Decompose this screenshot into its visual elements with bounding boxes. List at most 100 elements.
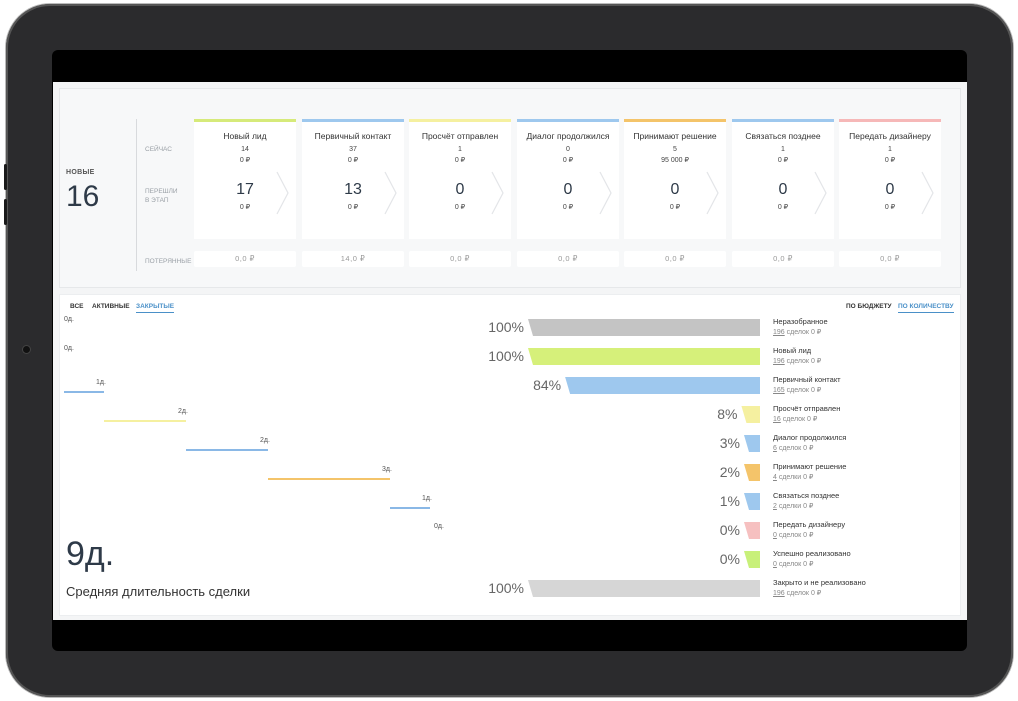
- stage-name: Новый лид: [223, 131, 267, 141]
- funnel-percent: 8%: [717, 406, 738, 422]
- deals-tail: сделок 0 ₽: [776, 532, 814, 539]
- stage-moved-count: 17: [236, 181, 254, 198]
- row-divider: [136, 119, 137, 271]
- deals-count-link[interactable]: 2: [773, 503, 777, 510]
- stage-name: Диалог продолжился: [526, 131, 610, 141]
- stage-name: Первичный контакт: [314, 131, 392, 141]
- funnel-bar[interactable]: [528, 580, 760, 597]
- funnel-stage-deals: 2 сделки 0 ₽: [773, 502, 813, 510]
- stage-current-sum: 0 ₽: [347, 157, 359, 164]
- deals-count-link[interactable]: 165: [773, 387, 785, 394]
- new-leads-label: НОВЫЕ: [66, 169, 95, 176]
- duration-bar: [390, 507, 430, 509]
- stage-column[interactable]: Диалог продолжился 0 0 ₽ 0 0 ₽: [517, 119, 619, 239]
- chevron-right-icon: [491, 171, 504, 215]
- stage-lost-sum: 0,0 ₽: [517, 251, 619, 267]
- deals-count-link[interactable]: 196: [773, 329, 785, 336]
- row-label-now: СЕЙЧАС: [145, 146, 172, 153]
- deals-tail: сделки 0 ₽: [776, 474, 814, 481]
- funnel-bar[interactable]: [744, 435, 760, 452]
- funnel-stage-name: Передать дизайнеру: [773, 520, 846, 529]
- duration-bar: [104, 420, 186, 422]
- stage-lost-sum: 0,0 ₽: [839, 251, 941, 267]
- chevron-right-icon: [276, 171, 289, 215]
- funnel-percent: 0%: [719, 522, 740, 538]
- funnel-stage-deals: 0 сделок 0 ₽: [773, 560, 813, 568]
- stage-moved-count: 0: [455, 181, 465, 198]
- funnel-percent: 0%: [719, 551, 740, 567]
- stage-column[interactable]: Первичный контакт 37 0 ₽ 13 0 ₽: [302, 119, 404, 239]
- chevron-right-icon: [384, 171, 397, 215]
- stage-current-count: 1: [888, 146, 892, 153]
- funnel-percent: 1%: [719, 493, 740, 509]
- average-duration-value: 9д.: [66, 535, 115, 573]
- funnel-bar[interactable]: [741, 406, 760, 423]
- funnel-bar[interactable]: [744, 464, 760, 481]
- duration-label: 2д.: [260, 437, 270, 444]
- stage-moved-sum: 0 ₽: [347, 204, 359, 211]
- deals-count-link[interactable]: 0: [773, 561, 777, 568]
- stats-panel: ВСЕ АКТИВНЫЕ ЗАКРЫТЫЕ ПО БЮДЖЕТУ ПО КОЛИ…: [59, 294, 961, 616]
- stage-lost-sum: 0,0 ₽: [194, 251, 296, 267]
- stage-moved-count: 0: [885, 181, 895, 198]
- volume-button: [4, 164, 7, 190]
- new-leads-count[interactable]: 16: [66, 180, 100, 213]
- funnel-stage-deals: 196 сделок 0 ₽: [773, 328, 821, 336]
- tab-all[interactable]: ВСЕ: [70, 303, 84, 310]
- funnel-bar[interactable]: [744, 551, 760, 568]
- funnel-stage-deals: 0 сделок 0 ₽: [773, 531, 813, 539]
- stage-column[interactable]: Принимают решение 5 95 000 ₽ 0 0 ₽: [624, 119, 726, 239]
- stage-moved-sum: 0 ₽: [454, 204, 466, 211]
- funnel-chart: [528, 319, 760, 597]
- tab-closed[interactable]: ЗАКРЫТЫЕ: [136, 303, 175, 313]
- deals-count-link[interactable]: 4: [773, 474, 777, 481]
- stage-column[interactable]: Новый лид 14 0 ₽ 17 0 ₽: [194, 119, 296, 239]
- funnel-stage-deals: 6 сделок 0 ₽: [773, 444, 813, 452]
- stage-color-bar: [517, 119, 619, 122]
- stage-current-sum: 0 ₽: [884, 157, 896, 164]
- stage-moved-count: 0: [563, 181, 573, 198]
- duration-label: 0д.: [64, 345, 74, 352]
- deals-count-link[interactable]: 16: [773, 416, 781, 423]
- stage-moved-sum: 0 ₽: [239, 204, 251, 211]
- sort-by-budget[interactable]: ПО БЮДЖЕТУ: [846, 303, 892, 310]
- stage-moved-sum: 0 ₽: [884, 204, 896, 211]
- deals-count-link[interactable]: 6: [773, 445, 777, 452]
- camera-icon: [23, 346, 30, 353]
- funnel-stage-name: Просчёт отправлен: [773, 404, 841, 413]
- chevron-right-icon: [921, 171, 934, 215]
- stage-column[interactable]: Связаться позднее 1 0 ₽ 0 0 ₽: [732, 119, 834, 239]
- deals-tail: сделок 0 ₽: [776, 445, 814, 452]
- funnel-bar[interactable]: [744, 522, 760, 539]
- deals-count-link[interactable]: 0: [773, 532, 777, 539]
- sort-by-quantity[interactable]: ПО КОЛИЧЕСТВУ: [898, 303, 954, 313]
- funnel-bar[interactable]: [744, 493, 760, 510]
- funnel-stage-name: Диалог продолжился: [773, 433, 847, 442]
- deals-tail: сделок 0 ₽: [784, 358, 822, 365]
- deals-tail: сделки 0 ₽: [776, 503, 814, 510]
- duration-label: 0д.: [434, 523, 444, 530]
- tab-active[interactable]: АКТИВНЫЕ: [92, 303, 130, 310]
- stage-name: Передать дизайнеру: [849, 131, 931, 141]
- stage-moved-count: 0: [670, 181, 680, 198]
- funnel-bar[interactable]: [528, 348, 760, 365]
- duration-label: 1д.: [96, 379, 106, 386]
- stage-current-sum: 0 ₽: [239, 157, 251, 164]
- deals-tail: сделок 0 ₽: [776, 561, 814, 568]
- funnel-percent: 100%: [488, 319, 524, 335]
- stage-lost-sum: 0,0 ₽: [409, 251, 511, 267]
- funnel-stage-name: Закрыто и не реализовано: [773, 578, 866, 587]
- funnel-percent: 100%: [488, 348, 524, 364]
- deals-tail: сделок 0 ₽: [784, 329, 822, 336]
- duration-bar: [64, 391, 104, 393]
- stage-moved-count: 13: [344, 181, 362, 198]
- deals-count-link[interactable]: 196: [773, 590, 785, 597]
- funnel-bar[interactable]: [528, 319, 760, 336]
- stage-column[interactable]: Передать дизайнеру 1 0 ₽ 0 0 ₽: [839, 119, 941, 239]
- funnel-bar[interactable]: [565, 377, 760, 394]
- stage-name: Принимают решение: [633, 131, 717, 141]
- row-label-lost: ПОТЕРЯННЫЕ: [145, 258, 192, 265]
- chevron-right-icon: [706, 171, 719, 215]
- stage-column[interactable]: Просчёт отправлен 1 0 ₽ 0 0 ₽: [409, 119, 511, 239]
- deals-count-link[interactable]: 196: [773, 358, 785, 365]
